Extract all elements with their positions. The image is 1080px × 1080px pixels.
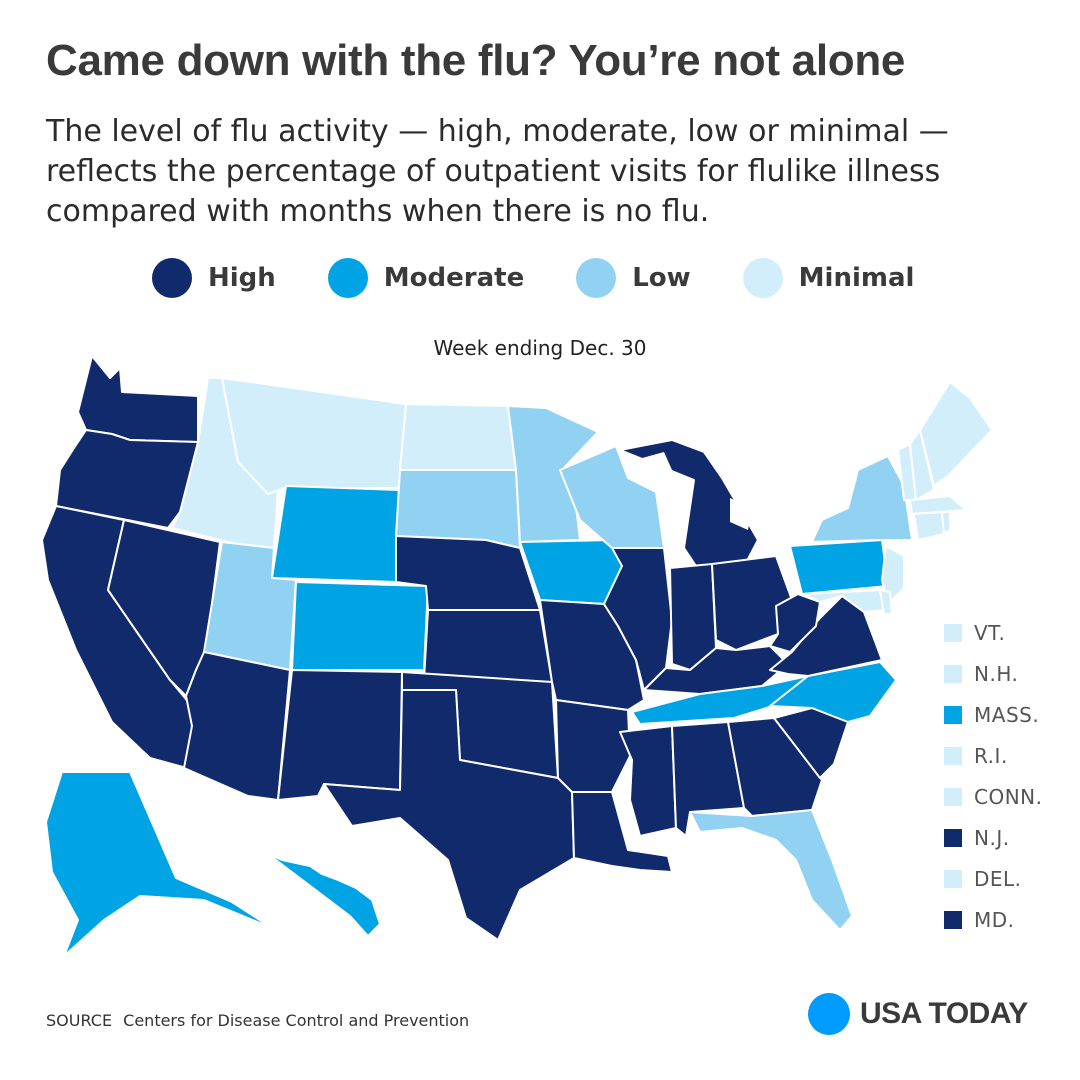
state-ny — [809, 455, 913, 543]
state-ct — [913, 511, 945, 541]
lake-4 — [760, 530, 812, 556]
small-states-legend: VT. N.H. MASS. R.I. CONN. N.J. DEL. MD. — [944, 612, 1043, 940]
small-state-md-swatch — [944, 910, 962, 929]
state-ak — [45, 771, 273, 957]
state-de — [879, 589, 893, 615]
small-state-md-label: MD. — [974, 907, 1015, 932]
state-sc — [773, 707, 849, 779]
state-ma — [909, 495, 967, 515]
state-nm — [277, 669, 403, 801]
source-text: Centers for Disease Control and Preventi… — [123, 1011, 470, 1030]
state-wa — [77, 355, 199, 443]
legend-swatch-minimal — [742, 258, 783, 298]
state-ri — [941, 511, 951, 535]
legend-swatch-low — [576, 258, 617, 298]
activity-legend: High Moderate Low Minimal — [152, 258, 966, 298]
small-state-mass-swatch — [944, 705, 962, 724]
legend-label-low: Low — [632, 263, 691, 293]
state-nh — [909, 429, 935, 501]
state-hi — [267, 853, 381, 937]
legend-item-moderate: Moderate — [327, 258, 525, 298]
page-title: Came down with the flu? You’re not alone — [46, 36, 906, 85]
state-nd — [399, 403, 517, 471]
page-subtitle: The level of flu activity — high, modera… — [46, 114, 949, 229]
small-state-mass: MASS. — [944, 694, 1043, 735]
state-ar — [555, 699, 631, 793]
state-la — [571, 791, 673, 873]
small-state-del-swatch — [944, 869, 962, 888]
state-ks — [423, 609, 553, 683]
small-state-nh-label: N.H. — [974, 661, 1019, 686]
small-state-nj-swatch — [944, 828, 962, 847]
lake-2 — [672, 470, 686, 554]
usa-today-logo: USA TODAY — [808, 993, 1028, 1035]
legend-label-minimal: Minimal — [798, 263, 915, 293]
state-nj — [881, 545, 905, 605]
source-label: SOURCE — [46, 1011, 113, 1030]
legend-label-high: High — [208, 263, 276, 293]
small-state-vt: VT. — [944, 612, 1043, 653]
state-ms — [619, 725, 677, 837]
state-tx — [323, 689, 575, 941]
legend-swatch-moderate — [327, 258, 368, 298]
state-il — [603, 547, 673, 691]
small-state-ri: R.I. — [944, 735, 1043, 776]
small-state-conn-swatch — [944, 787, 962, 806]
state-pa — [789, 539, 889, 595]
small-state-del-label: DEL. — [974, 866, 1022, 891]
legend-swatch-high — [152, 258, 192, 298]
legend-item-minimal: Minimal — [742, 258, 915, 298]
state-me — [919, 381, 993, 487]
small-state-mass-label: MASS. — [974, 702, 1040, 727]
legend-item-low: Low — [576, 258, 691, 298]
map-caption: Week ending Dec. 30 — [433, 336, 647, 360]
logo-text: USA TODAY — [860, 997, 1028, 1030]
small-state-ri-swatch — [944, 746, 962, 765]
small-state-nh-swatch — [944, 664, 962, 683]
lake-3 — [730, 498, 752, 530]
source-line: SOURCE Centers for Disease Control and P… — [46, 1011, 469, 1030]
state-wv — [769, 593, 821, 653]
state-co — [291, 581, 429, 671]
small-state-nj-label: N.J. — [974, 825, 1010, 850]
small-state-conn-label: CONN. — [974, 784, 1043, 809]
small-state-vt-label: VT. — [974, 620, 1006, 645]
small-state-md: MD. — [944, 899, 1043, 940]
state-wy — [271, 485, 401, 583]
state-wi — [559, 445, 665, 549]
small-state-vt-swatch — [944, 623, 962, 642]
legend-label-moderate: Moderate — [383, 263, 525, 293]
small-state-nh: N.H. — [944, 653, 1043, 694]
small-state-ri-label: R.I. — [974, 743, 1008, 768]
logo-dot-icon — [808, 993, 850, 1035]
small-state-del: DEL. — [944, 858, 1043, 899]
lake-1 — [628, 452, 672, 476]
small-state-conn: CONN. — [944, 776, 1043, 817]
state-fl — [689, 809, 853, 931]
small-state-nj: N.J. — [944, 817, 1043, 858]
state-az — [183, 651, 291, 801]
legend-item-high: High — [152, 258, 276, 298]
